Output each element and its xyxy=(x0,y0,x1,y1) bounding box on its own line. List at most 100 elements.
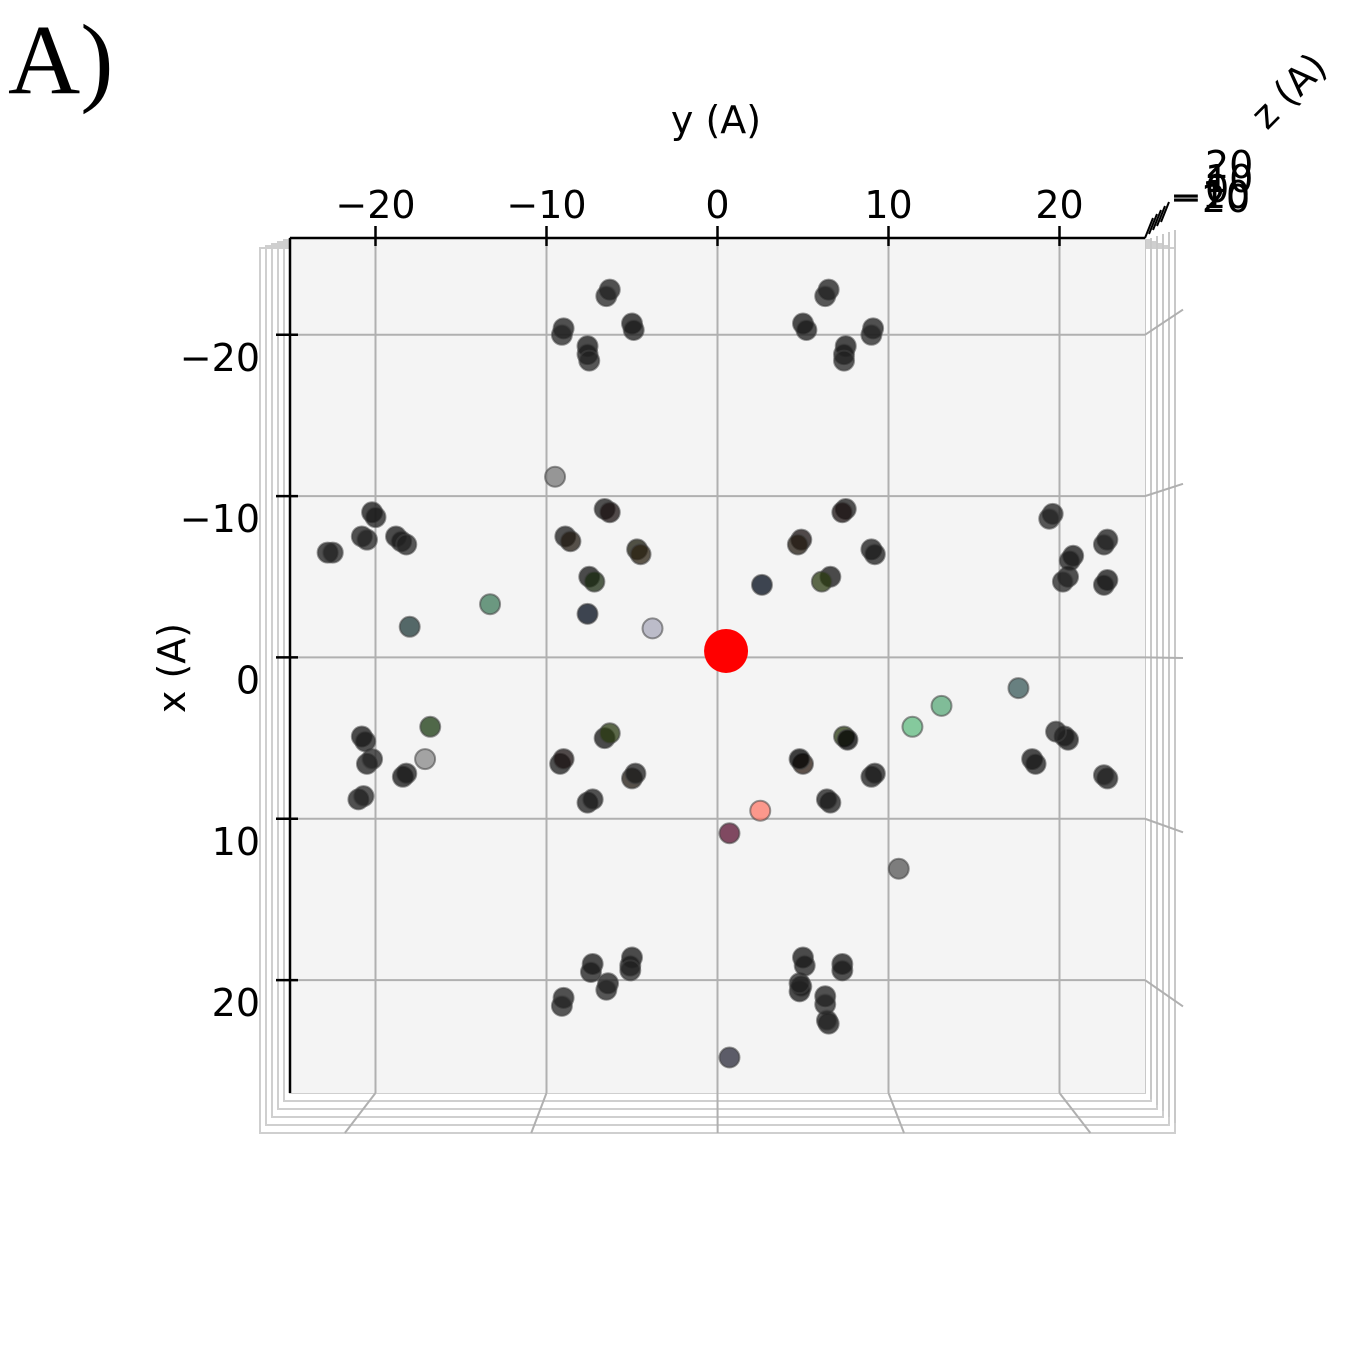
data-point xyxy=(1051,570,1074,593)
data-point xyxy=(622,318,645,341)
data-point xyxy=(395,762,418,785)
data-point xyxy=(595,978,618,1001)
grid-line-depth xyxy=(1144,482,1184,498)
data-point xyxy=(1045,720,1068,743)
z-tick-mark xyxy=(1156,205,1166,227)
data-point xyxy=(559,530,582,553)
data-point xyxy=(749,799,772,822)
data-point xyxy=(550,323,573,346)
data-point xyxy=(552,748,575,771)
data-point xyxy=(419,715,442,738)
data-point xyxy=(583,570,606,593)
data-point xyxy=(786,533,809,556)
y-tick-label: 0 xyxy=(705,183,729,227)
data-point xyxy=(578,349,601,372)
z-axis-title: z (A) xyxy=(1242,44,1335,137)
y-tick-label: 10 xyxy=(864,183,912,227)
grid-line-depth xyxy=(530,1092,548,1134)
data-point xyxy=(1038,507,1061,530)
grid-line-depth xyxy=(344,1092,377,1134)
grid-line-depth xyxy=(1144,308,1184,336)
y-tick-label: 20 xyxy=(1035,183,1083,227)
data-point xyxy=(576,602,599,625)
x-tick-label: 10 xyxy=(212,820,260,864)
data-point xyxy=(1092,533,1115,556)
data-point xyxy=(863,543,886,566)
data-point xyxy=(641,617,664,640)
data-point xyxy=(930,694,953,717)
data-point xyxy=(352,785,375,808)
data-point xyxy=(718,1046,741,1069)
data-point xyxy=(836,728,859,751)
data-point xyxy=(863,762,886,785)
x-tick-label: 20 xyxy=(212,981,260,1025)
z-tick-label: 20 xyxy=(1205,143,1253,187)
data-point xyxy=(1092,573,1115,596)
data-point xyxy=(398,615,421,638)
data-point xyxy=(1007,677,1030,700)
data-point xyxy=(479,593,502,616)
data-point xyxy=(629,543,652,566)
data-point xyxy=(795,318,818,341)
data-point xyxy=(364,506,387,529)
data-point xyxy=(810,570,833,593)
data-point xyxy=(860,323,883,346)
y-tick-label: −10 xyxy=(506,183,586,227)
data-point xyxy=(550,994,573,1017)
data-point xyxy=(718,822,741,845)
x-tick-label: −10 xyxy=(180,497,260,541)
grid-lines xyxy=(290,238,1184,1134)
data-point xyxy=(598,722,621,745)
grid-line-depth xyxy=(887,1092,905,1134)
data-point xyxy=(395,533,418,556)
z-tick-mark xyxy=(1148,213,1158,235)
z-tick-mark xyxy=(1152,209,1162,231)
grid-line-depth xyxy=(1058,1092,1092,1134)
grid-line-depth xyxy=(1144,656,1184,660)
data-point xyxy=(579,961,602,984)
data-points xyxy=(316,278,1119,1069)
data-point xyxy=(815,788,838,811)
data-point xyxy=(1058,549,1081,572)
data-point xyxy=(831,959,854,982)
panel-label: A) xyxy=(8,4,114,115)
data-point xyxy=(833,349,856,372)
data-point xyxy=(355,528,378,551)
z-tick-label: −10 xyxy=(1170,173,1250,217)
x-tick-label: −20 xyxy=(180,336,260,380)
data-point xyxy=(414,748,437,771)
grid-line-depth xyxy=(1144,817,1184,834)
data-point xyxy=(624,762,647,785)
data-point xyxy=(831,501,854,524)
data-point xyxy=(595,285,618,308)
z-tick-mark xyxy=(1144,217,1154,239)
y-tick-label: −20 xyxy=(335,183,415,227)
data-point xyxy=(321,541,344,564)
z-tick-label: 0 xyxy=(1205,167,1229,211)
x-tick-label: 0 xyxy=(236,658,260,702)
data-point xyxy=(750,573,773,596)
y-axis-title: y (A) xyxy=(671,98,761,142)
data-point xyxy=(544,465,567,488)
data-point xyxy=(619,959,642,982)
data-point xyxy=(598,501,621,524)
highlight-point xyxy=(704,628,749,673)
data-point xyxy=(814,285,837,308)
data-point xyxy=(901,715,924,738)
data-point xyxy=(793,954,816,977)
data-point xyxy=(1092,764,1115,787)
grid-line-depth xyxy=(1144,979,1184,1008)
z-tick-mark xyxy=(1160,201,1170,223)
axis-labels: y (A) x (A) z (A) xyxy=(150,44,1335,713)
z-tick-label: −20 xyxy=(1170,177,1250,221)
z-tick-label: 10 xyxy=(1205,157,1253,201)
data-point xyxy=(1024,752,1047,775)
data-point xyxy=(581,788,604,811)
data-point xyxy=(815,1009,838,1032)
data-point xyxy=(354,730,377,753)
data-point xyxy=(788,748,811,771)
x-axis-title: x (A) xyxy=(150,623,194,713)
data-point xyxy=(887,857,910,880)
